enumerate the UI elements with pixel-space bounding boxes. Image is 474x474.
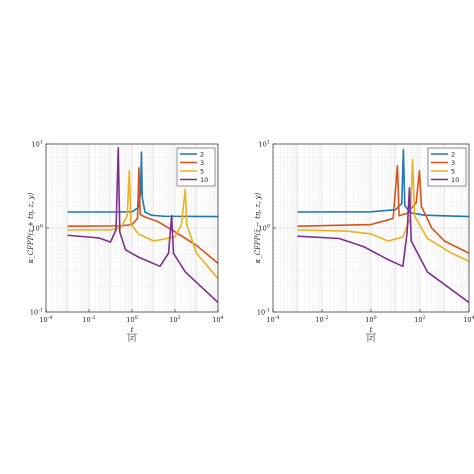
series-line-10 xyxy=(297,187,469,304)
legend-entry-10: 10 xyxy=(451,176,459,184)
x-tick-label: 104 xyxy=(212,315,223,324)
y-tick-label: 100 xyxy=(259,224,270,233)
y-tick-label: 10-1 xyxy=(30,308,43,317)
y-axis-label: κ_CFPP(z̄ − tη, z, y) xyxy=(254,192,262,264)
x-tick-label: 10-2 xyxy=(82,315,95,324)
x-label-denominator: |z| xyxy=(128,334,136,342)
x-tick-label: 100 xyxy=(365,315,376,324)
legend-entry-2: 2 xyxy=(451,150,455,158)
right-chart: 10-4 10-2 100 102 10410-1100101t|z|κ_CFPP(z̄… xyxy=(254,140,474,343)
grid xyxy=(273,144,469,312)
series-line-5 xyxy=(67,169,218,280)
series-line-2 xyxy=(67,151,218,218)
y-tick-label: 101 xyxy=(32,140,43,149)
y-tick-label: 101 xyxy=(259,140,270,149)
legend-entry-3: 3 xyxy=(451,159,455,167)
x-label-numerator: t xyxy=(131,326,134,334)
x-tick-label: 104 xyxy=(463,315,474,324)
x-axis-label: t|z| xyxy=(127,326,137,342)
y-axis-label: κ_CFPP(z + tη, z, y) xyxy=(27,192,35,264)
legend-entry-2: 2 xyxy=(200,150,204,158)
legend-entry-5: 5 xyxy=(200,167,204,175)
series-line-3 xyxy=(297,165,469,255)
legend-entry-3: 3 xyxy=(200,159,204,167)
y-tick-label: 100 xyxy=(32,224,43,233)
series-group xyxy=(67,147,218,304)
series-group xyxy=(297,148,469,304)
x-tick-label: 10-4 xyxy=(39,315,52,324)
x-tick-label: 10-2 xyxy=(315,315,328,324)
series-line-10 xyxy=(67,147,218,304)
x-axis-label: t|z| xyxy=(366,326,376,342)
series-line-2 xyxy=(297,148,469,218)
x-tick-label: 102 xyxy=(414,315,425,324)
legend-entry-10: 10 xyxy=(200,176,208,184)
x-tick-label: 102 xyxy=(169,315,180,324)
y-tick-label: 10-1 xyxy=(257,308,270,317)
left-chart: 10-4 10-2 100 102 10410-1100101t|z|κ_CFPP(z … xyxy=(27,140,224,343)
x-tick-label: 100 xyxy=(126,315,137,324)
x-label-denominator: |z| xyxy=(367,334,375,342)
x-label-numerator: t xyxy=(370,326,373,334)
series-line-3 xyxy=(67,167,218,264)
x-tick-label: 10-4 xyxy=(266,315,279,324)
legend-entry-5: 5 xyxy=(451,167,455,175)
